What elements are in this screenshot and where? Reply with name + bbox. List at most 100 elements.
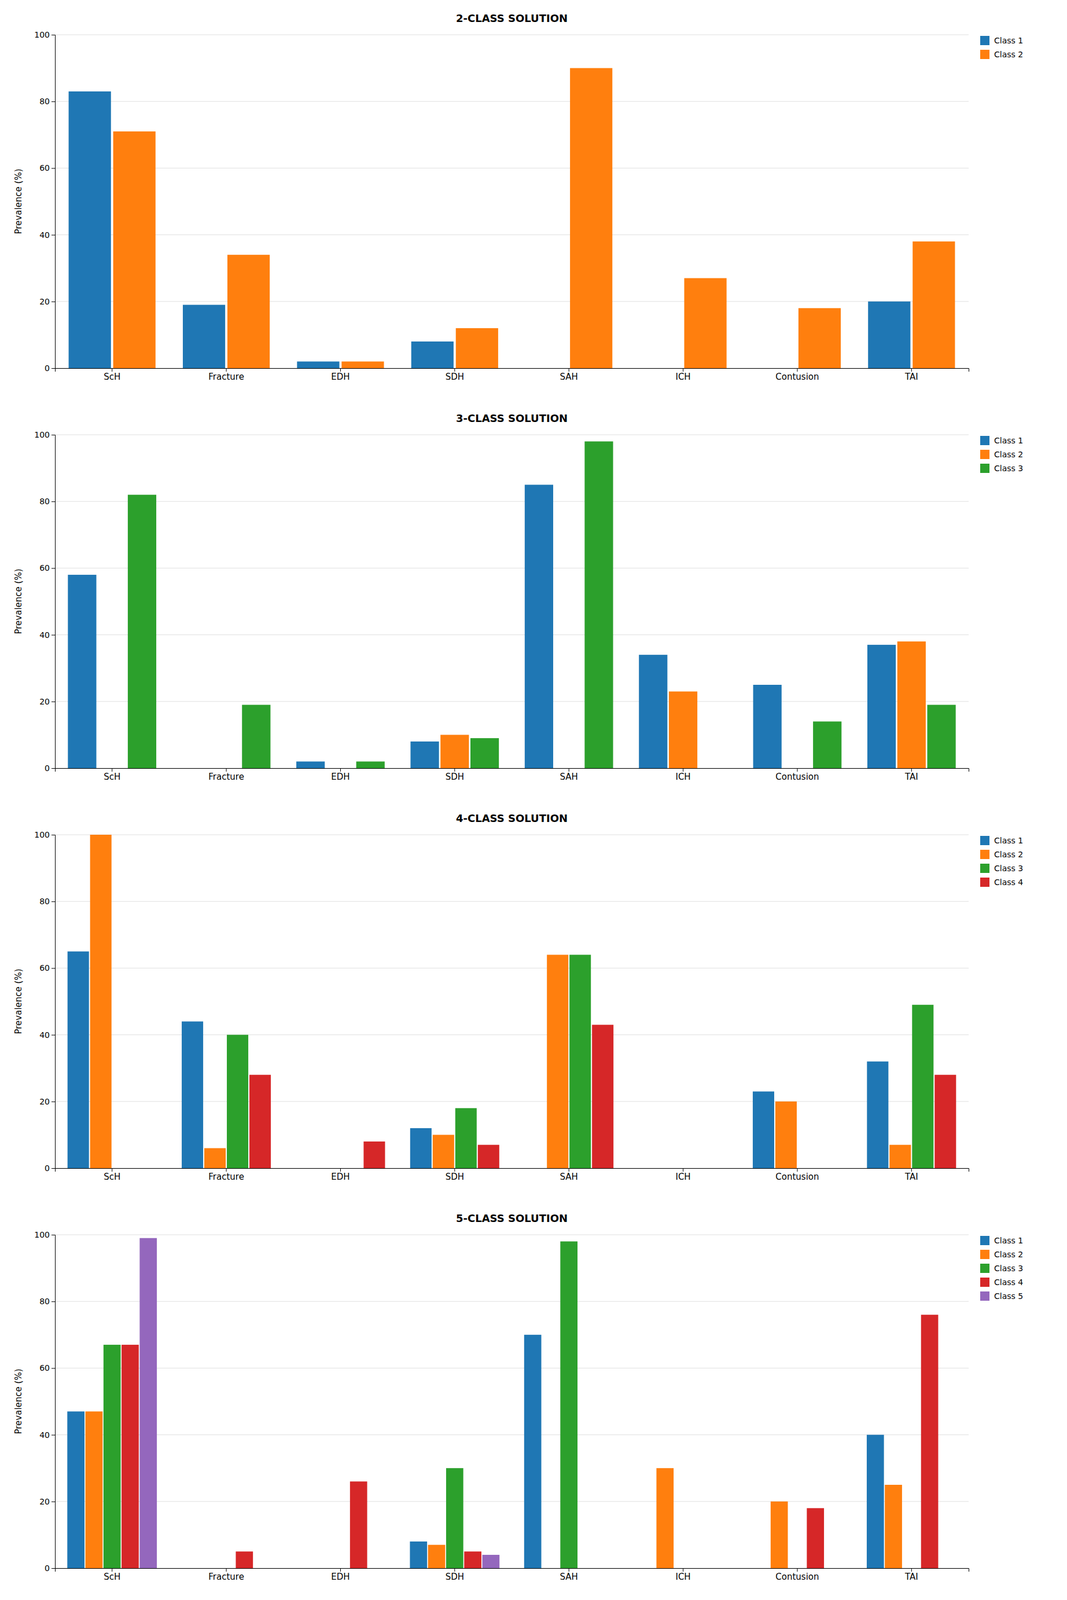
legend-item: Class 2 [980,1249,1024,1259]
bar [668,691,698,768]
y-tick-label: 0 [44,1163,50,1173]
y-tick-mark [51,1500,55,1502]
legend-swatch [980,49,990,60]
title: 3-CLASS SOLUTION [455,411,568,425]
bar [939,1567,957,1569]
bar [866,1061,889,1168]
x-tick-label: EDH [330,371,350,382]
bar [97,767,127,769]
y-tick: 60 [39,563,55,573]
x-axis: ScHFractureEDHSDHSAHICHContusionTAI [55,368,970,382]
bar [524,484,554,768]
y-tick: 40 [39,1029,55,1040]
x-tick-label: TAI [904,771,919,782]
x-tick: EDH [330,767,350,782]
x-tick-label: TAI [904,371,919,382]
title: 4-CLASS SOLUTION [455,811,568,824]
bar [788,1567,807,1569]
bar [199,1567,217,1569]
x-tick: TAI [904,1167,919,1182]
grid-line [54,1234,969,1235]
bar [820,1167,842,1169]
y-tick: 100 [34,829,55,840]
x-tick-label: SAH [560,1171,579,1182]
series [67,951,889,1168]
bar [368,1567,386,1569]
y-tick: 0 [44,1163,55,1173]
bar [410,741,439,768]
bar [752,1567,771,1569]
x-tick-label: ICH [675,771,691,782]
y-tick-mark [51,1234,55,1235]
y-axis: 020406080100 [34,429,55,773]
x-tick: ScH [103,1567,121,1582]
bar [812,720,842,768]
bar [524,1167,546,1169]
bar [554,767,584,769]
y-tick: 0 [44,363,55,373]
bar [591,1024,614,1168]
x-tick: TAI [904,767,919,782]
x-tick-label: SDH [445,1570,465,1582]
bar [411,341,454,369]
y-axis: 020406080100 [34,30,55,373]
series [103,1241,578,1568]
legend-item: Class 1 [980,35,1024,46]
legend-item: Class 4 [980,877,1024,887]
bar [332,1567,350,1569]
x-axis: ScHFractureEDHSDHSAHICHContusionTAI [55,1167,970,1182]
bar [825,1567,843,1569]
legend-label: Class 3 [994,1263,1024,1273]
grid-line [54,101,969,102]
bar [683,277,727,369]
y-tick: 20 [39,1496,55,1506]
bar [710,1567,728,1569]
x-tick-label: Fracture [208,371,245,382]
y-tick-label: 80 [39,896,50,906]
legend-swatch [980,449,990,459]
legend-label: Class 3 [994,863,1024,873]
y-tick-label: 20 [39,1096,50,1106]
y-tick: 80 [39,1296,55,1306]
grid-line [54,434,969,436]
y-tick: 20 [39,1096,55,1106]
plot-area: 0 20 40 60 80 100 ScHFractureEDHSDHSAHICHContu… [34,829,969,1182]
bar [356,760,385,768]
y-tick: 100 [34,429,55,440]
legend-swatch [980,877,990,887]
y-tick-label: 60 [39,962,50,973]
legend-item: Class 1 [980,1235,1024,1245]
bar [770,1500,789,1568]
series [127,441,956,768]
figure: 0 20 40 60 80 100 ScHFractureEDHSDHSAHICHContu… [0,0,1067,1600]
series [68,91,911,369]
bar [113,131,156,369]
legend-label: Class 2 [994,849,1024,859]
grid-line [54,1300,969,1302]
bar [211,767,241,769]
bar [524,1334,542,1568]
bar [464,1550,482,1568]
y-tick: 60 [39,163,55,173]
legend-item: Class 2 [980,449,1024,459]
x-axis: ScHFractureEDHSDHSAHICHContusionTAI [55,767,970,782]
series [67,484,896,768]
bar [753,684,782,768]
y-tick-label: 100 [34,829,50,840]
bars [67,834,957,1168]
y-tick: 40 [39,630,55,640]
grid-line [54,634,969,635]
bar [661,1167,683,1169]
legend-item: Class 2 [980,849,1024,859]
bar [204,1147,226,1168]
series [249,1024,956,1168]
y-tick: 80 [39,96,55,106]
bar [217,1567,235,1569]
x-tick-label: EDH [330,771,350,782]
bar [866,1434,885,1568]
legend: Class 1Class 2Class 3 [980,435,1024,473]
bar [350,1480,368,1568]
x-tick-label: EDH [330,1570,350,1582]
bar [912,241,955,369]
y-tick-label: 40 [39,630,50,640]
